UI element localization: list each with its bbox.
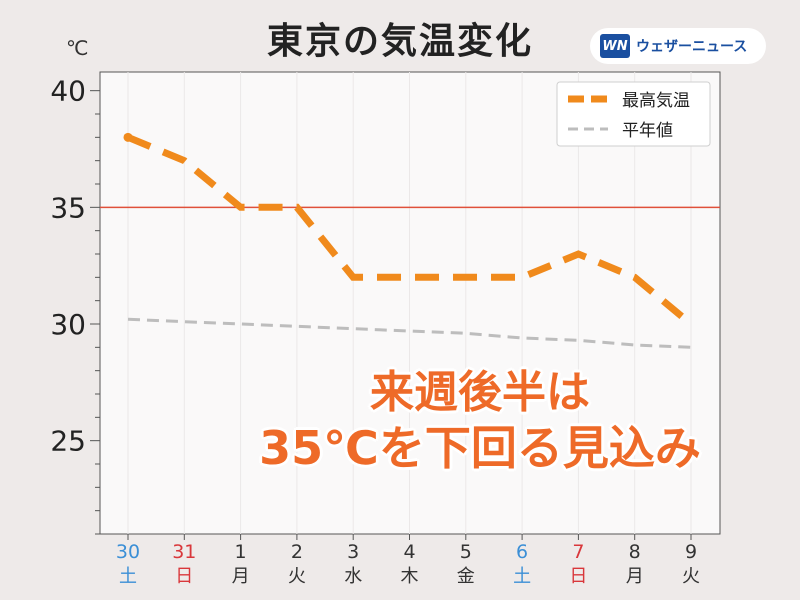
x-weekday-label: 土	[119, 566, 137, 587]
x-date-label: 1	[235, 541, 247, 563]
x-weekday-label: 土	[513, 566, 531, 587]
y-tick-label: 30	[50, 308, 86, 341]
x-date-label: 3	[347, 541, 359, 563]
x-date-label: 30	[116, 541, 140, 563]
x-weekday-label: 金	[457, 566, 475, 587]
legend: 最高気温 平年値	[556, 81, 711, 147]
x-date-label: 7	[572, 541, 584, 563]
chart-title: 東京の気温変化	[266, 21, 533, 62]
brand-name: ウェザーニュース	[636, 39, 748, 55]
weathernews-logo-icon: WN	[600, 34, 630, 58]
x-date-label: 6	[516, 541, 528, 563]
max-temperature-points	[123, 132, 133, 142]
x-date-label: 8	[629, 541, 641, 563]
y-tick-label: 40	[50, 75, 86, 108]
y-tick-label: 25	[50, 425, 86, 458]
axes: 25 30 35 40	[50, 72, 692, 540]
x-weekday-label: 月	[232, 566, 250, 587]
headline-line-1: 来週後半は	[370, 367, 590, 418]
y-unit-label: ℃	[66, 36, 89, 60]
brand-badge: WN ウェザーニュース	[590, 28, 766, 64]
x-weekday-label: 月	[626, 566, 644, 587]
y-tick-label: 35	[50, 191, 86, 224]
x-weekday-label: 木	[401, 566, 419, 587]
legend-label-normal: 平年値	[622, 121, 673, 141]
max-temperature-start-point	[123, 132, 133, 142]
x-date-label: 9	[685, 541, 697, 563]
x-date-label: 31	[172, 541, 196, 563]
x-weekday-label: 日	[569, 566, 587, 587]
x-date-label: 4	[403, 541, 415, 563]
x-weekday-label: 火	[288, 566, 306, 587]
x-weekday-label: 水	[344, 566, 362, 587]
x-axis-labels: 30 土 31 日 1 月 2 火 3 水 4 木 5 金 6 土 7 日 8 月 9 火	[116, 541, 700, 587]
x-weekday-label: 日	[175, 566, 193, 587]
x-weekday-label: 火	[682, 566, 700, 587]
headline-line-2: 35℃を下回る見込み	[259, 421, 701, 475]
x-date-label: 2	[291, 541, 303, 563]
x-date-label: 5	[460, 541, 472, 563]
legend-label-max: 最高気温	[622, 91, 690, 111]
